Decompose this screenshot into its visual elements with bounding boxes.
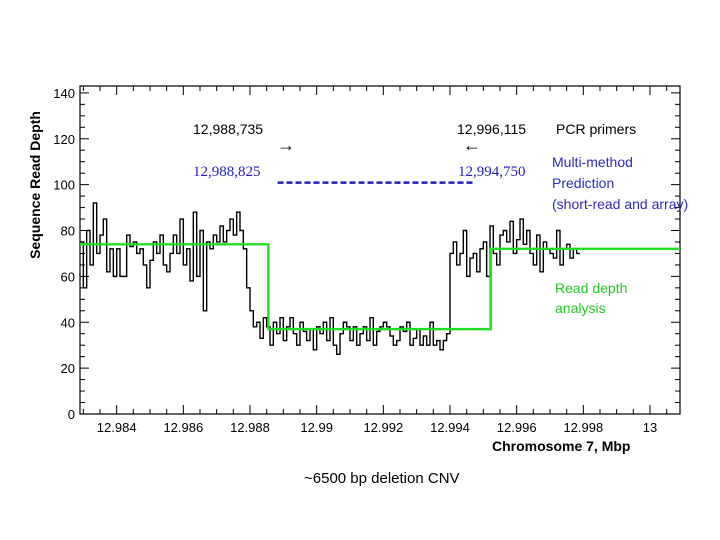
y-tick-label: 80 [61, 224, 75, 239]
multi-method-line-3: (short-read and array) [552, 196, 688, 212]
read-depth-label-line-1: Read depth [555, 280, 627, 296]
y-tick-label: 100 [53, 178, 75, 193]
x-tick-label: 12.992 [363, 420, 403, 435]
x-tick-label: 12.984 [97, 420, 137, 435]
y-axis-title: Sequence Read Depth [27, 111, 43, 259]
read-depth-label-line-2: analysis [555, 300, 606, 316]
figure-caption: ~6500 bp deletion CNV [304, 470, 460, 487]
multi-method-line-1: Multi-method [552, 154, 633, 170]
x-tick-label: 12.988 [230, 420, 270, 435]
x-tick-label: 12.998 [563, 420, 603, 435]
x-tick-label: 13 [643, 420, 657, 435]
y-axis-ticks: 0 20 40 60 80 100 120 140 [53, 86, 680, 422]
primer-right-position: 12,996,115 [457, 121, 526, 137]
y-tick-label: 0 [68, 407, 75, 422]
y-tick-label: 120 [53, 132, 75, 147]
prediction-right-position: 12,994,750 [458, 164, 526, 180]
primer-left-position: 12,988,735 [193, 121, 263, 137]
series-layer [80, 202, 680, 356]
x-tick-label: 12.99 [300, 420, 333, 435]
y-tick-label: 140 [53, 86, 75, 101]
prediction-left-position: 12,988,825 [193, 164, 261, 180]
y-tick-label: 60 [61, 269, 75, 284]
pcr-primers-label: PCR primers [556, 121, 636, 137]
x-tick-label: 12.986 [163, 420, 203, 435]
x-axis-title: Chromosome 7, Mbp [492, 438, 630, 454]
primer-right-arrow: → [277, 135, 295, 155]
x-tick-label: 12.994 [430, 420, 470, 435]
x-tick-label: 12.996 [497, 420, 537, 435]
primer-left-arrow: ← [463, 135, 481, 155]
segmentation-step-line [80, 243, 680, 331]
multi-method-line-2: Prediction [552, 175, 614, 191]
y-tick-label: 20 [61, 361, 75, 376]
x-axis-ticks: 12.984 12.986 12.988 12.99 12.992 12.994 12.99… [82, 86, 668, 435]
y-tick-label: 40 [61, 315, 75, 330]
read-depth-histogram [80, 202, 580, 356]
